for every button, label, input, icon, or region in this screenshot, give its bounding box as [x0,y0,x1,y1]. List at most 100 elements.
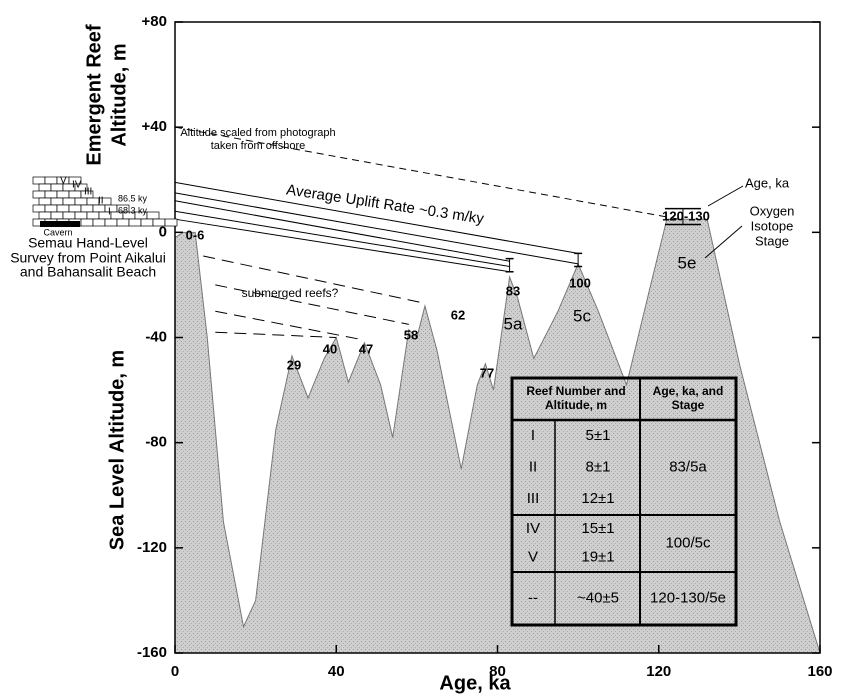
uplift-line [174,210,510,268]
reef-altitude: 12±1 [581,490,614,507]
annotation: Age, ka [745,175,790,190]
annotation: Oxygen [750,203,795,218]
submerged-line [215,284,409,325]
annotation: taken from offshore [211,140,306,152]
y-tick-label: +80 [142,13,167,30]
annotation: Isotope [751,218,794,233]
reef-altitude: 5±1 [586,427,611,444]
brick [38,183,52,192]
reef-stage: 83/5a [669,458,707,475]
reef-id: III [527,490,540,507]
brick [50,211,64,220]
stage-label: 5a [504,314,523,333]
brick [80,218,94,227]
brick [86,211,100,220]
reef-label: 58 [404,327,418,342]
reef-label: 62 [451,307,465,322]
table-header: Age, ka, and [653,384,724,398]
inset-caption: Survey from Point Aikalui [10,250,166,266]
reef-id: -- [528,589,538,606]
x-tick-label: 80 [489,663,506,680]
y-tick-label: +40 [142,118,167,135]
uplift-line [174,218,510,273]
reef-altitude: 15±1 [581,520,614,537]
reef-altitude: 19±1 [581,549,614,566]
reef-stage: 100/5c [665,534,711,551]
reef-id: V [528,549,538,566]
y-axis-label-upper: Altitude, m [108,43,130,146]
brick [140,218,154,227]
x-axis-label: Age, ka [439,672,511,694]
brick [38,197,52,206]
reef-number: IV [72,180,82,191]
cavern [40,221,80,227]
reef-number: III [84,187,92,198]
table-header: Reef Number and [526,384,625,398]
y-tick-label: -120 [137,539,167,556]
y-tick-label: 0 [159,223,167,240]
reef-number: I [108,207,111,218]
brick [44,204,58,213]
inset-age: 86.5 ky [118,193,148,203]
brick [68,190,82,199]
brick [32,190,46,199]
table-frame [510,376,738,627]
brick [50,197,64,206]
reef-label: 83 [506,283,520,298]
area-fill [175,219,820,653]
brick [152,218,166,227]
y-tick-label: -80 [145,434,167,451]
reef-label: 77 [480,365,494,380]
reef-altitude: 8±1 [586,458,611,475]
uplift-line [174,192,579,265]
brick [104,204,118,213]
brick [74,211,88,220]
brick [80,204,94,213]
reef-id: IV [526,520,540,537]
brick [32,204,46,213]
brick [104,218,118,227]
stage-label: 5c [573,306,591,325]
table-header: Altitude, m [545,398,607,412]
y-tick-label: -40 [145,328,167,345]
table-header: Stage [672,398,705,412]
reef-label: 120-130 [662,208,710,223]
inset-age: 68.3 ky [118,205,148,215]
submerged-line [215,331,337,338]
reef-altitude: ~40±5 [577,589,619,606]
reef-number: II [98,196,104,207]
uplift-line [174,181,579,254]
brick [56,204,70,213]
brick [62,211,76,220]
inset-caption: and Bahansalit Beach [20,264,156,280]
reef-number: V [60,176,67,187]
brick [44,176,58,185]
reef-id: I [531,427,535,444]
reef-id: II [529,458,537,475]
submerged-line [215,310,365,341]
annotation: Altitude scaled from photograph [180,127,335,139]
reef-label: 100 [569,275,591,290]
photo-line [174,126,679,220]
sea-level-curve [174,218,821,654]
reef-label: 47 [359,341,373,356]
y-axis-label-upper: Emergent Reef [83,24,105,165]
brick [146,211,160,220]
inset-caption: Semau Hand-Level [28,235,148,251]
brick [56,190,70,199]
brick [116,218,130,227]
x-tick-label: 120 [646,663,671,680]
annotation: Stage [755,233,789,248]
brick [92,218,106,227]
brick [44,190,58,199]
leader [707,185,744,207]
annotation: submerged reefs? [242,286,339,300]
brick [38,211,52,220]
uplift-line [174,200,510,262]
reef-label: 0-6 [186,227,205,242]
y-axis-label: Sea Level Altitude, m [106,350,128,550]
brick [74,197,88,206]
